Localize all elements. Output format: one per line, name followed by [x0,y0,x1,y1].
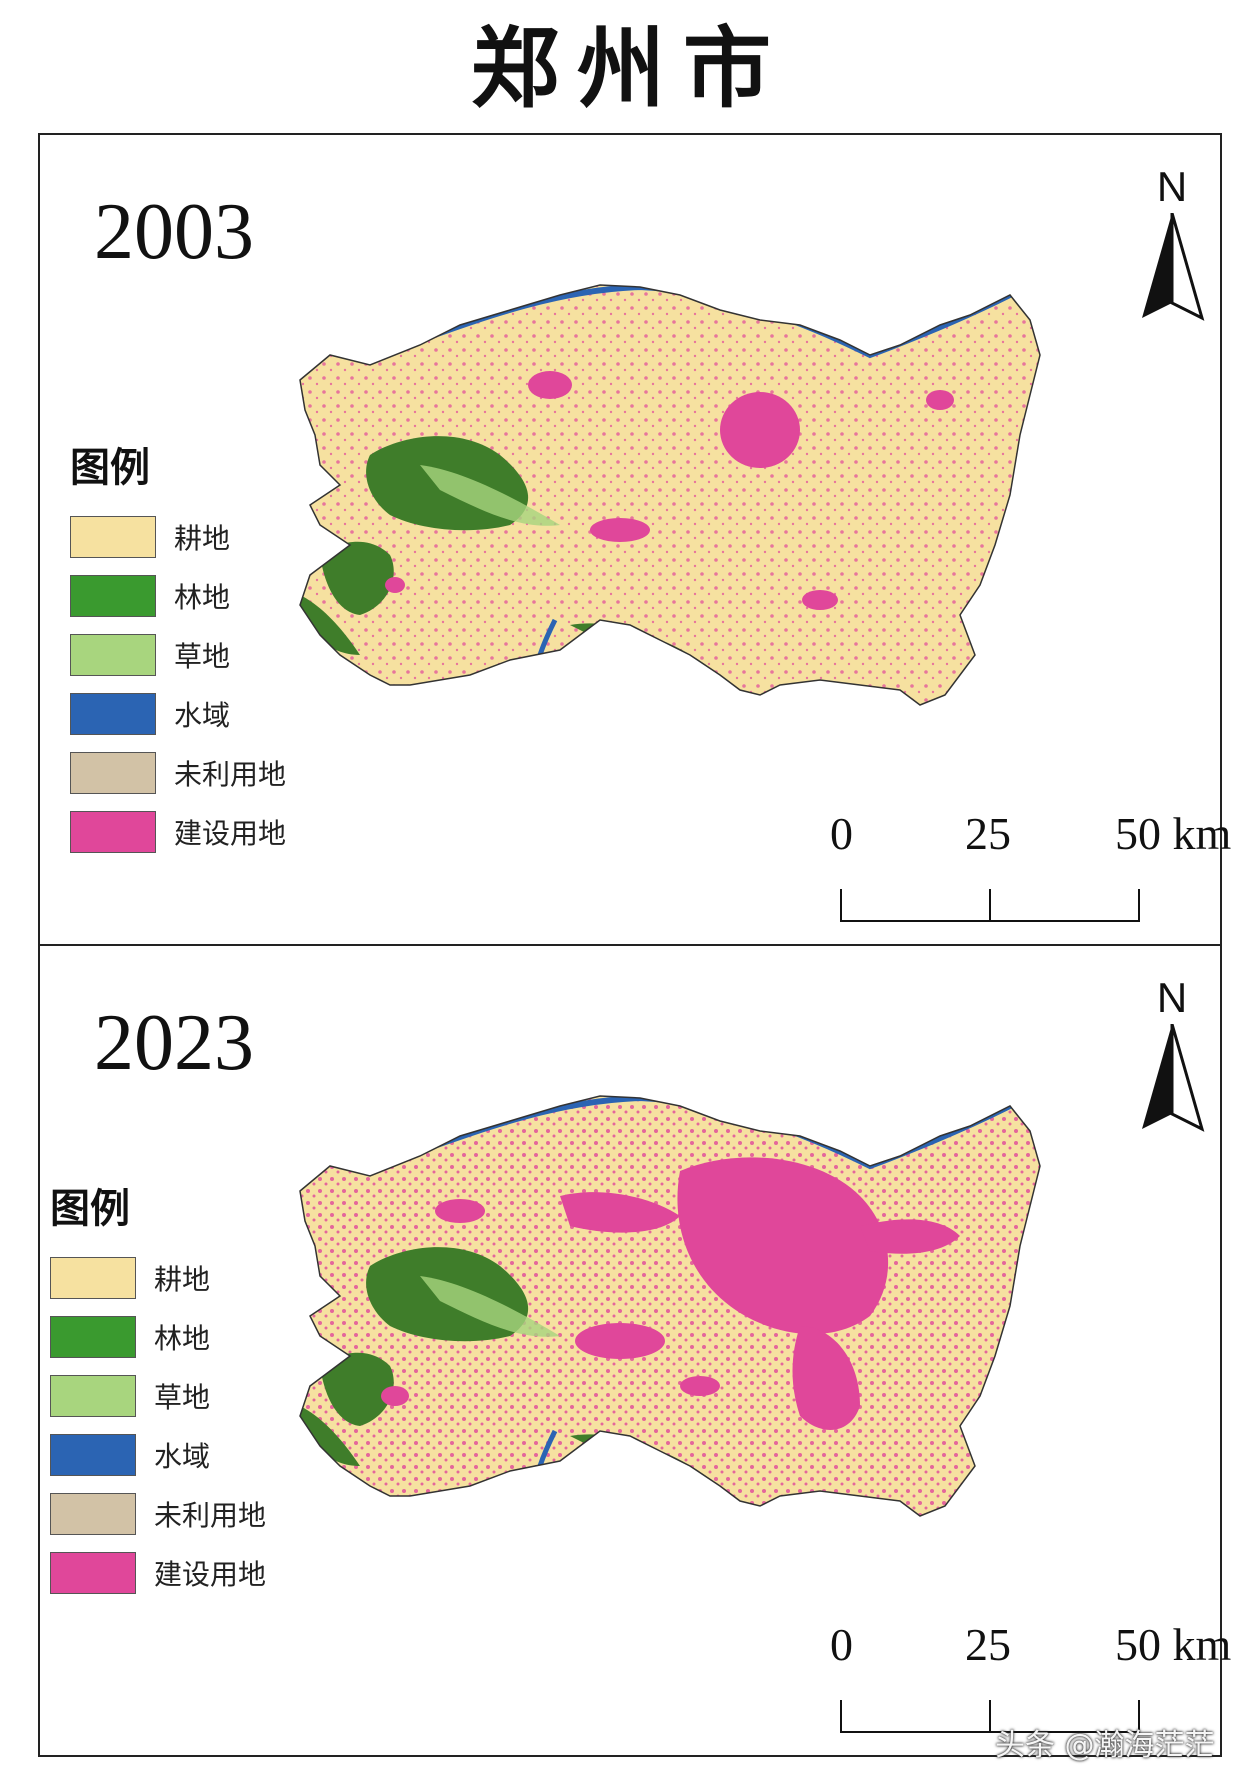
legend-item-forest: 林地 [50,1307,266,1366]
legend-item-forest: 林地 [70,566,286,625]
legend-label: 林地 [154,1321,211,1355]
scale-label-0: 0 [830,1619,853,1670]
north-letter: N [1156,163,1188,210]
legend-title: 图例 [50,1186,130,1232]
legend-swatch [50,1492,136,1535]
legend-swatch [70,515,156,558]
zhengzhou-landuse-map-2003 [299,284,1041,706]
scale-label-50: 50 km [1115,1619,1232,1670]
legend-item-water: 水域 [70,684,286,743]
legend-label: 建设用地 [154,1557,267,1591]
legend-label: 耕地 [154,1262,211,1296]
scale-label-0: 0 [830,808,853,859]
legend-item-unused: 未利用地 [50,1484,266,1543]
legend-label: 林地 [174,580,231,614]
legend-swatch [50,1374,136,1417]
legend-title: 图例 [70,445,150,491]
watermark: 头条 @瀚海茫茫 [995,1728,1215,1763]
year-label: 2023 [94,999,254,1087]
legend: 图例 耕地 林地 草地 水域 未利用地 建设用地 [50,1176,266,1602]
north-indicator: N [1122,163,1222,343]
legend-label: 耕地 [174,521,231,555]
legend-item-water: 水域 [50,1425,266,1484]
legend-swatch [50,1551,136,1594]
legend-swatch [70,633,156,676]
year-label: 2003 [94,188,254,276]
scale-label-50: 50 km [1115,808,1232,859]
legend-swatch [70,574,156,617]
legend-label: 建设用地 [174,816,287,850]
map-title: 郑州市 [470,16,789,120]
north-letter: N [1156,974,1188,1021]
map-panel-2003: 2003 N 图例 耕地 林地 草地 水域 未利用地 [38,133,1231,946]
zhengzhou-landuse-map-2023 [299,1095,1041,1517]
legend: 图例 耕地 林地 草地 水域 未利用地 建设用地 [70,435,286,861]
legend-label: 未利用地 [154,1498,267,1532]
map-panel-2023: 2023 N 图例 耕地 林地 草地 水域 未利用地 [38,944,1231,1757]
legend-swatch [50,1315,136,1358]
legend-swatch [70,751,156,794]
legend-label: 水域 [154,1439,211,1473]
legend-item-built-up: 建设用地 [50,1543,266,1602]
legend-label: 未利用地 [174,757,287,791]
scale-line [840,1700,1140,1733]
north-arrow-icon [1142,1024,1205,1132]
legend-item-unused: 未利用地 [70,743,286,802]
north-indicator: N [1122,974,1222,1154]
legend-label: 草地 [154,1380,211,1414]
scale-line [840,889,1140,922]
legend-item-cropland: 耕地 [70,507,286,566]
scale-bar: 0 25 50 km [790,1618,1231,1733]
scale-bar: 0 25 50 km [790,807,1231,922]
legend-swatch [70,692,156,735]
legend-swatch [50,1433,136,1476]
legend-swatch [70,810,156,853]
scale-label-25: 25 [965,808,1011,859]
legend-item-cropland: 耕地 [50,1248,266,1307]
scale-label-25: 25 [965,1619,1011,1670]
legend-label: 水域 [174,698,231,732]
legend-item-grassland: 草地 [50,1366,266,1425]
north-arrow-icon [1142,213,1205,321]
legend-item-built-up: 建设用地 [70,802,286,861]
legend-item-grassland: 草地 [70,625,286,684]
legend-label: 草地 [174,639,231,673]
legend-swatch [50,1256,136,1299]
